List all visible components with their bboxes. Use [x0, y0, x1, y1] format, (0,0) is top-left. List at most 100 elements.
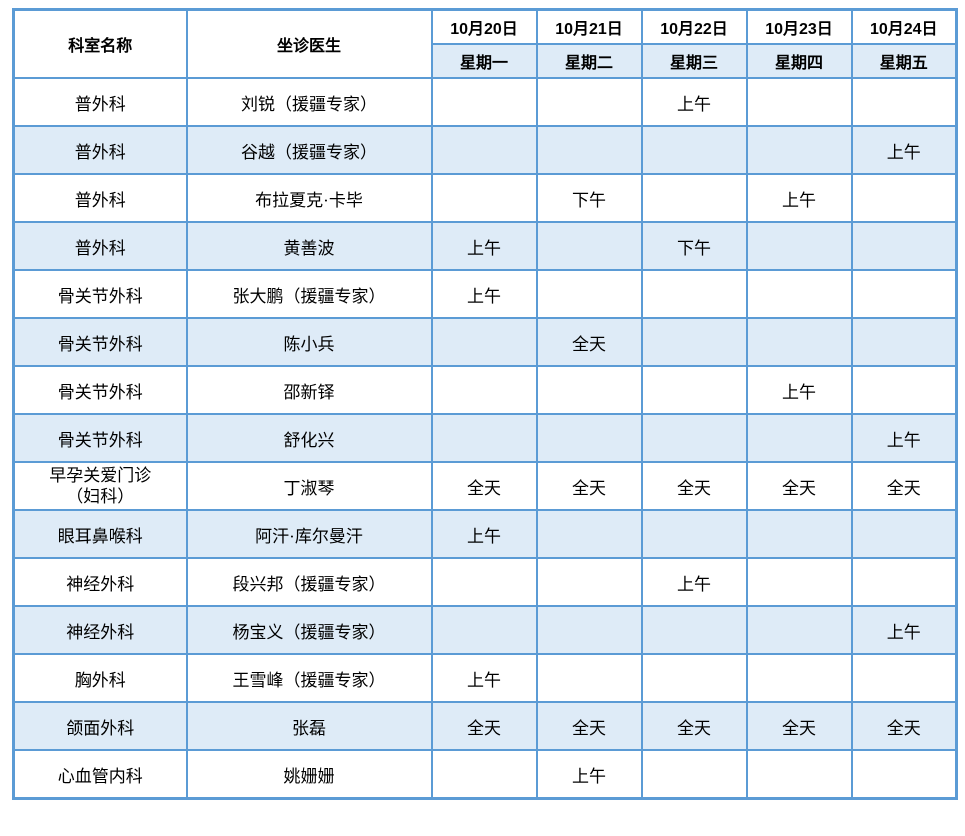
table-row: 骨关节外科 张大鹏（援疆专家） 上午 [12, 269, 958, 319]
cell-schedule-mon: 上午 [430, 509, 538, 559]
cell-schedule-mon [430, 317, 538, 367]
cell-doctor: 段兴邦（援疆专家） [185, 557, 433, 607]
cell-schedule-thu [745, 653, 853, 703]
cell-department: 神经外科 [12, 605, 188, 655]
cell-schedule-mon [430, 749, 538, 800]
cell-schedule-thu [745, 221, 853, 271]
cell-schedule-tue [535, 77, 643, 127]
cell-schedule-thu: 全天 [745, 461, 853, 511]
cell-department: 骨关节外科 [12, 413, 188, 463]
table-row: 普外科 刘锐（援疆专家） 上午 [12, 77, 958, 127]
cell-schedule-wed: 上午 [640, 77, 748, 127]
cell-schedule-tue: 全天 [535, 701, 643, 751]
header-cell-weekday-thu: 星期四 [745, 43, 853, 79]
cell-schedule-fri: 全天 [850, 461, 958, 511]
cell-schedule-tue [535, 605, 643, 655]
cell-schedule-wed [640, 749, 748, 800]
cell-schedule-wed [640, 365, 748, 415]
header-cell-date-thu: 10月23日 [745, 8, 853, 45]
cell-schedule-fri [850, 269, 958, 319]
header-cell-weekday-wed: 星期三 [640, 43, 748, 79]
cell-schedule-thu: 全天 [745, 701, 853, 751]
cell-department: 颌面外科 [12, 701, 188, 751]
header-cell-weekday-tue: 星期二 [535, 43, 643, 79]
cell-schedule-tue [535, 365, 643, 415]
cell-doctor: 阿汗·库尔曼汗 [185, 509, 433, 559]
table-row: 胸外科 王雪峰（援疆专家） 上午 [12, 653, 958, 703]
table-row: 神经外科 杨宝义（援疆专家） 上午 [12, 605, 958, 655]
table-row: 心血管内科 姚姗姗 上午 [12, 749, 958, 800]
header-cell-date-fri: 10月24日 [850, 8, 958, 45]
cell-schedule-wed [640, 509, 748, 559]
cell-department: 普外科 [12, 173, 188, 223]
cell-schedule-wed [640, 173, 748, 223]
table-row: 眼耳鼻喉科 阿汗·库尔曼汗 上午 [12, 509, 958, 559]
cell-doctor: 布拉夏克·卡毕 [185, 173, 433, 223]
table-row: 骨关节外科 舒化兴 上午 [12, 413, 958, 463]
department-line-2: （妇科） [66, 487, 135, 506]
cell-doctor: 刘锐（援疆专家） [185, 77, 433, 127]
cell-schedule-thu [745, 413, 853, 463]
cell-schedule-mon: 上午 [430, 653, 538, 703]
cell-schedule-mon: 上午 [430, 221, 538, 271]
table-row: 普外科 布拉夏克·卡毕 下午 上午 [12, 173, 958, 223]
cell-schedule-mon [430, 413, 538, 463]
cell-schedule-mon [430, 365, 538, 415]
table-row: 神经外科 段兴邦（援疆专家） 上午 [12, 557, 958, 607]
header-cell-date-wed: 10月22日 [640, 8, 748, 45]
cell-department: 骨关节外科 [12, 269, 188, 319]
schedule-table: 科室名称 坐诊医生 10月20日 10月21日 10月22日 10月23日 10… [12, 8, 958, 800]
cell-schedule-fri [850, 557, 958, 607]
cell-department: 神经外科 [12, 557, 188, 607]
cell-schedule-mon: 全天 [430, 461, 538, 511]
header-cell-weekday-fri: 星期五 [850, 43, 958, 79]
cell-schedule-mon [430, 605, 538, 655]
cell-schedule-fri [850, 749, 958, 800]
cell-schedule-fri [850, 221, 958, 271]
cell-schedule-fri [850, 173, 958, 223]
cell-schedule-wed: 全天 [640, 701, 748, 751]
cell-doctor: 谷越（援疆专家） [185, 125, 433, 175]
cell-schedule-mon: 全天 [430, 701, 538, 751]
cell-schedule-tue: 上午 [535, 749, 643, 800]
cell-department: 骨关节外科 [12, 317, 188, 367]
cell-schedule-mon [430, 125, 538, 175]
cell-schedule-thu [745, 317, 853, 367]
cell-schedule-thu [745, 125, 853, 175]
cell-doctor: 姚姗姗 [185, 749, 433, 800]
table-body: 普外科 刘锐（援疆专家） 上午 普外科 谷越（援疆专家） 上午 普外科 布拉夏克… [12, 77, 958, 800]
cell-schedule-thu [745, 269, 853, 319]
cell-doctor: 舒化兴 [185, 413, 433, 463]
cell-schedule-thu [745, 509, 853, 559]
cell-schedule-fri: 上午 [850, 125, 958, 175]
cell-schedule-tue [535, 509, 643, 559]
cell-schedule-fri [850, 653, 958, 703]
cell-schedule-wed [640, 653, 748, 703]
cell-schedule-tue: 全天 [535, 317, 643, 367]
cell-schedule-wed [640, 413, 748, 463]
cell-schedule-mon [430, 173, 538, 223]
cell-schedule-fri: 上午 [850, 413, 958, 463]
header-weekday-row: 星期一 星期二 星期三 星期四 星期五 [14, 43, 958, 79]
cell-schedule-wed [640, 269, 748, 319]
cell-schedule-thu [745, 557, 853, 607]
cell-schedule-thu [745, 77, 853, 127]
cell-schedule-wed [640, 125, 748, 175]
header-cell-date-tue: 10月21日 [535, 8, 643, 45]
page: 科室名称 坐诊医生 10月20日 10月21日 10月22日 10月23日 10… [12, 8, 958, 800]
table-row: 骨关节外科 邵新铎 上午 [12, 365, 958, 415]
header-date-row: 科室名称 坐诊医生 10月20日 10月21日 10月22日 10月23日 10… [12, 8, 958, 79]
table-row: 骨关节外科 陈小兵 全天 [12, 317, 958, 367]
cell-department: 普外科 [12, 77, 188, 127]
cell-schedule-tue [535, 557, 643, 607]
header-cell-date-mon: 10月20日 [430, 8, 538, 45]
cell-department: 骨关节外科 [12, 365, 188, 415]
cell-schedule-fri [850, 509, 958, 559]
cell-schedule-fri: 上午 [850, 605, 958, 655]
table-row: 普外科 黄善波 上午 下午 [12, 221, 958, 271]
cell-doctor: 张大鹏（援疆专家） [185, 269, 433, 319]
cell-doctor: 邵新铎 [185, 365, 433, 415]
table-row: 早孕关爱门诊 （妇科） 丁淑琴 全天 全天 全天 全天 全天 [12, 461, 958, 511]
cell-schedule-tue [535, 413, 643, 463]
cell-doctor: 王雪峰（援疆专家） [185, 653, 433, 703]
